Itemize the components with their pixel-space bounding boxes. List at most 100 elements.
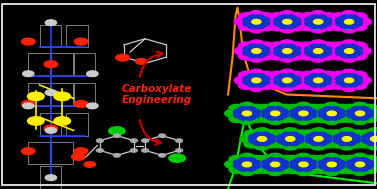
Circle shape <box>281 109 297 117</box>
Circle shape <box>248 135 259 140</box>
Circle shape <box>278 163 289 169</box>
Circle shape <box>265 135 276 140</box>
Circle shape <box>290 47 301 52</box>
Circle shape <box>269 52 285 60</box>
Circle shape <box>239 102 255 110</box>
Circle shape <box>318 160 329 166</box>
Circle shape <box>363 109 374 115</box>
Circle shape <box>342 104 358 112</box>
Circle shape <box>320 42 336 50</box>
Circle shape <box>290 13 305 21</box>
Circle shape <box>259 42 274 50</box>
Circle shape <box>340 15 351 20</box>
Circle shape <box>352 17 363 23</box>
Circle shape <box>290 163 301 169</box>
Circle shape <box>244 140 260 148</box>
Circle shape <box>234 76 250 84</box>
Circle shape <box>248 11 264 19</box>
Circle shape <box>259 13 274 21</box>
Circle shape <box>253 160 269 168</box>
Circle shape <box>300 13 316 21</box>
Circle shape <box>264 140 280 148</box>
Circle shape <box>279 74 290 79</box>
Circle shape <box>306 109 317 115</box>
Circle shape <box>366 109 377 117</box>
Circle shape <box>283 78 292 83</box>
Circle shape <box>295 158 306 163</box>
Bar <box>28 53 50 76</box>
Circle shape <box>272 140 288 148</box>
Circle shape <box>54 92 70 101</box>
Circle shape <box>352 117 368 125</box>
Circle shape <box>248 25 264 33</box>
Circle shape <box>310 109 325 117</box>
Circle shape <box>234 47 250 55</box>
Circle shape <box>97 139 103 142</box>
Circle shape <box>264 130 280 138</box>
Circle shape <box>274 79 285 85</box>
Circle shape <box>296 18 312 26</box>
Circle shape <box>262 112 273 118</box>
Circle shape <box>356 162 365 167</box>
Circle shape <box>269 42 285 50</box>
Circle shape <box>238 115 249 120</box>
Circle shape <box>290 76 301 81</box>
Circle shape <box>225 160 241 168</box>
Circle shape <box>352 79 363 85</box>
Circle shape <box>279 69 295 77</box>
Circle shape <box>249 166 265 174</box>
Bar <box>74 53 95 76</box>
Circle shape <box>324 153 340 161</box>
Circle shape <box>253 140 264 146</box>
Circle shape <box>238 71 254 79</box>
Circle shape <box>352 168 368 176</box>
Circle shape <box>310 132 321 138</box>
Circle shape <box>341 54 357 62</box>
Circle shape <box>262 163 273 169</box>
Circle shape <box>240 135 256 143</box>
Circle shape <box>260 132 271 138</box>
Circle shape <box>44 125 58 132</box>
Circle shape <box>285 23 296 29</box>
Circle shape <box>334 163 345 169</box>
Circle shape <box>113 154 120 157</box>
Circle shape <box>310 40 326 48</box>
Circle shape <box>325 76 340 84</box>
Circle shape <box>324 117 340 125</box>
Circle shape <box>349 138 360 143</box>
Circle shape <box>243 50 254 55</box>
Circle shape <box>259 21 270 26</box>
Bar <box>40 113 61 136</box>
Circle shape <box>300 71 316 79</box>
Circle shape <box>243 76 254 81</box>
Circle shape <box>279 23 290 29</box>
Circle shape <box>362 115 377 122</box>
Circle shape <box>352 50 363 55</box>
Circle shape <box>336 50 346 55</box>
Bar <box>66 113 88 136</box>
Circle shape <box>262 160 273 166</box>
Circle shape <box>279 84 295 91</box>
Circle shape <box>72 153 85 160</box>
Circle shape <box>74 38 88 45</box>
Circle shape <box>321 140 337 148</box>
Circle shape <box>362 138 372 143</box>
Circle shape <box>296 168 311 176</box>
Circle shape <box>310 82 320 87</box>
Circle shape <box>340 74 351 79</box>
Circle shape <box>23 103 34 109</box>
Circle shape <box>296 47 312 55</box>
Circle shape <box>278 109 289 115</box>
Circle shape <box>239 117 255 125</box>
Circle shape <box>345 49 354 53</box>
Circle shape <box>97 149 103 152</box>
Circle shape <box>296 76 312 84</box>
Circle shape <box>371 137 377 141</box>
Circle shape <box>325 135 340 143</box>
Circle shape <box>272 130 288 138</box>
Circle shape <box>321 79 332 85</box>
Circle shape <box>310 11 326 19</box>
Circle shape <box>299 162 308 167</box>
Circle shape <box>321 21 332 26</box>
Circle shape <box>358 158 369 163</box>
